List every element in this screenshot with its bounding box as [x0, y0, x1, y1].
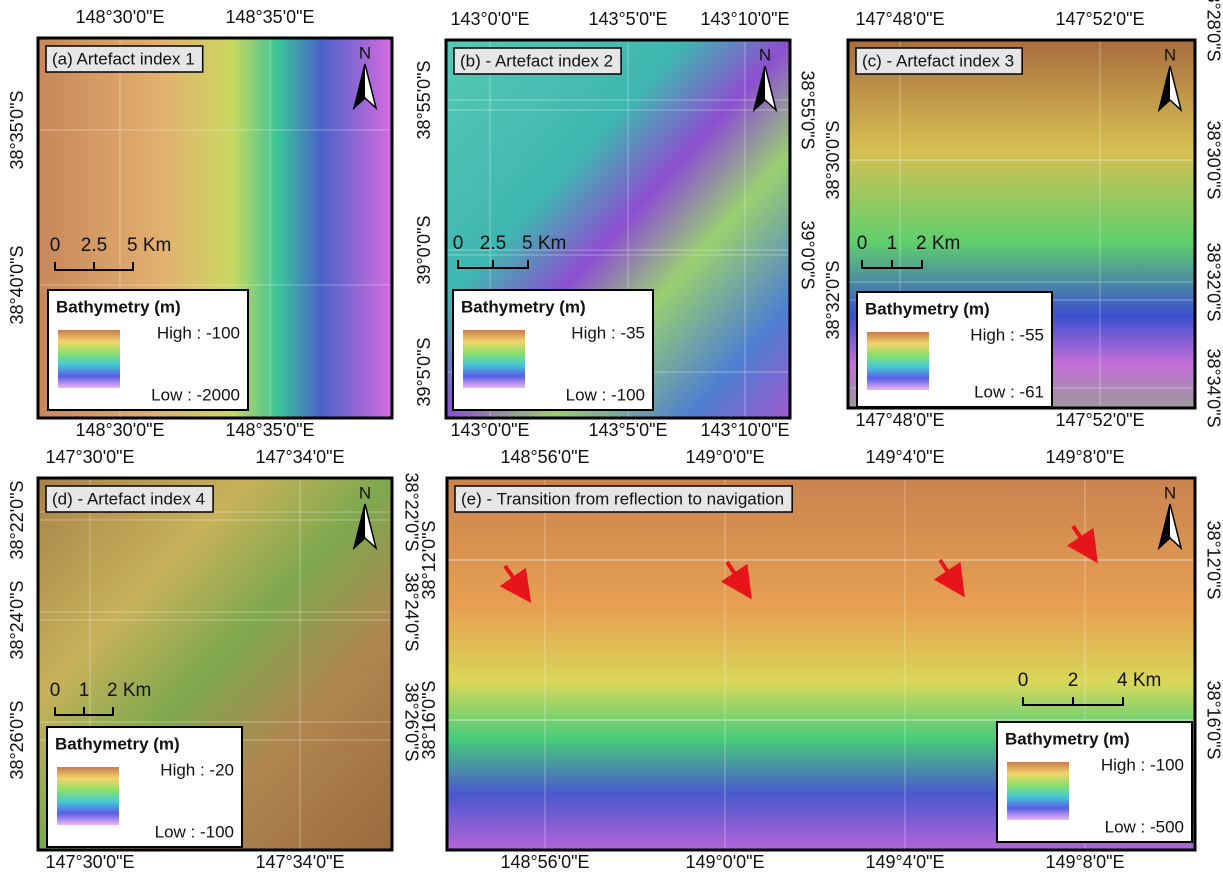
scale-label: 2 Km	[916, 233, 960, 254]
north-label: N	[359, 483, 371, 502]
bottom-coordinate: 143°5'0"E	[588, 420, 667, 440]
left-coordinate: 38°16'0"S	[419, 680, 439, 759]
scale-label: 5 Km	[127, 235, 171, 256]
north-label: N	[759, 45, 771, 64]
left-coordinate: 38°30'0"S	[823, 120, 843, 199]
scale-label: 0	[857, 233, 868, 254]
panels: 148°30'0"E 148°35'0"E 148°30'0"E 148°35'0"E…	[7, 0, 1223, 872]
right-coordinate: 38°30'0"S	[1203, 120, 1223, 199]
panel-title: (e) - Transition from reflection to navi…	[461, 489, 784, 508]
figure: 148°30'0"E 148°35'0"E 148°30'0"E 148°35'0"E…	[0, 0, 1223, 879]
right-coordinate: 39°0'0"S	[797, 220, 817, 289]
bottom-coordinate: 147°48'0"E	[855, 410, 944, 430]
left-coordinate: 38°12'0"S	[419, 520, 439, 599]
top-coordinate: 149°0'0"E	[685, 447, 764, 467]
scale-label: 0	[1018, 670, 1029, 691]
top-coordinate: 147°52'0"E	[1055, 9, 1144, 29]
legend-title: Bathymetry (m)	[461, 297, 586, 316]
left-coordinate: 38°24'0"S	[7, 580, 27, 659]
scale-label: 1	[887, 233, 898, 254]
north-label: N	[359, 43, 371, 62]
legend-low: Low : -100	[155, 822, 234, 841]
legend-low: Low : -100	[566, 385, 645, 404]
top-coordinate: 143°10'0"E	[700, 9, 789, 29]
scale-label: 2.5	[81, 235, 107, 256]
top-coordinate: 148°30'0"E	[75, 7, 164, 27]
legend-title: Bathymetry (m)	[55, 734, 180, 753]
legend-swatch	[1007, 762, 1069, 820]
top-coordinate: 147°48'0"E	[855, 9, 944, 29]
bottom-coordinate: 148°30'0"E	[75, 420, 164, 440]
scale-label: 2.5	[480, 233, 506, 254]
legend-swatch	[463, 330, 525, 388]
scale-label: 0	[50, 235, 61, 256]
right-coordinate: 38°32'0"S	[1203, 242, 1223, 321]
scale-label: 2 Km	[107, 680, 151, 701]
legend-high: High : -100	[157, 323, 240, 342]
left-coordinate: 38°40'0"S	[7, 245, 27, 324]
north-label: N	[1164, 45, 1176, 64]
legend-title: Bathymetry (m)	[56, 297, 181, 316]
left-coordinate: 38°22'0"S	[7, 480, 27, 559]
scale-label: 1	[79, 680, 90, 701]
legend-title: Bathymetry (m)	[1005, 729, 1130, 748]
map-panel: 148°30'0"E 148°35'0"E 148°30'0"E 148°35'0"E…	[7, 7, 392, 440]
top-coordinate: 143°0'0"E	[450, 9, 529, 29]
legend-high: High : -35	[571, 323, 645, 342]
scale-label: 2	[1068, 670, 1079, 691]
top-coordinate: 148°56'0"E	[500, 447, 589, 467]
legend-title: Bathymetry (m)	[865, 299, 990, 318]
right-coordinate: 38°28'0"S	[1203, 0, 1223, 62]
left-coordinate: 38°35'0"S	[7, 90, 27, 169]
top-coordinate: 147°34'0"E	[255, 447, 344, 467]
right-coordinate: 38°34'0"S	[1203, 348, 1223, 427]
scale-label: 0	[50, 680, 61, 701]
legend-swatch	[58, 330, 120, 388]
map-panel: 147°30'0"E 147°34'0"E 147°30'0"E 147°34'0"E…	[7, 447, 422, 872]
north-label: N	[1164, 483, 1176, 502]
panel-title: (b) - Artefact index 2	[460, 51, 613, 70]
right-coordinate: 38°12'0"S	[1203, 520, 1223, 599]
bottom-coordinate: 147°52'0"E	[1055, 410, 1144, 430]
top-coordinate: 149°4'0"E	[865, 447, 944, 467]
bottom-coordinate: 147°34'0"E	[255, 852, 344, 872]
left-coordinate: 39°5'0"S	[414, 337, 434, 406]
legend-swatch	[867, 332, 929, 390]
left-coordinate: 38°55'0"S	[414, 60, 434, 139]
left-coordinate: 39°0'0"S	[414, 215, 434, 284]
legend-low: Low : -500	[1105, 817, 1184, 836]
bottom-coordinate: 143°10'0"E	[700, 420, 789, 440]
panel-title: (a) Artefact index 1	[52, 49, 195, 68]
legend-high: High : -20	[160, 760, 234, 779]
legend-low: Low : -2000	[151, 385, 240, 404]
legend-high: High : -100	[1101, 755, 1184, 774]
map-panel: 143°0'0"E 143°5'0"E 143°10'0"E 143°0'0"E 143…	[414, 9, 818, 440]
legend-low: Low : -61	[974, 382, 1044, 401]
bottom-coordinate: 148°56'0"E	[500, 852, 589, 872]
legend-high: High : -55	[970, 325, 1044, 344]
left-coordinate: 38°32'0"S	[823, 260, 843, 339]
bottom-coordinate: 149°8'0"E	[1045, 852, 1124, 872]
map-panel: 147°48'0"E 147°52'0"E 147°48'0"E 147°52'0"E…	[823, 0, 1223, 430]
top-coordinate: 149°8'0"E	[1045, 447, 1124, 467]
panel-title: (c) - Artefact index 3	[862, 51, 1014, 70]
right-coordinate: 38°55'0"S	[797, 70, 817, 149]
map-panel: 148°56'0"E 149°0'0"E 149°4'0"E 149°8'0"E 148…	[419, 447, 1223, 872]
bottom-coordinate: 147°30'0"E	[45, 852, 134, 872]
top-coordinate: 147°30'0"E	[45, 447, 134, 467]
legend-swatch	[57, 767, 119, 825]
bottom-coordinate: 148°35'0"E	[225, 420, 314, 440]
top-coordinate: 148°35'0"E	[225, 7, 314, 27]
top-coordinate: 143°5'0"E	[588, 9, 667, 29]
bottom-coordinate: 143°0'0"E	[450, 420, 529, 440]
bottom-coordinate: 149°4'0"E	[865, 852, 944, 872]
left-coordinate: 38°26'0"S	[7, 700, 27, 779]
bottom-coordinate: 149°0'0"E	[685, 852, 764, 872]
scale-label: 4 Km	[1117, 670, 1161, 691]
panel-title: (d) - Artefact index 4	[52, 489, 205, 508]
scale-label: 0	[453, 233, 464, 254]
right-coordinate: 38°16'0"S	[1203, 680, 1223, 759]
scale-label: 5 Km	[522, 233, 566, 254]
